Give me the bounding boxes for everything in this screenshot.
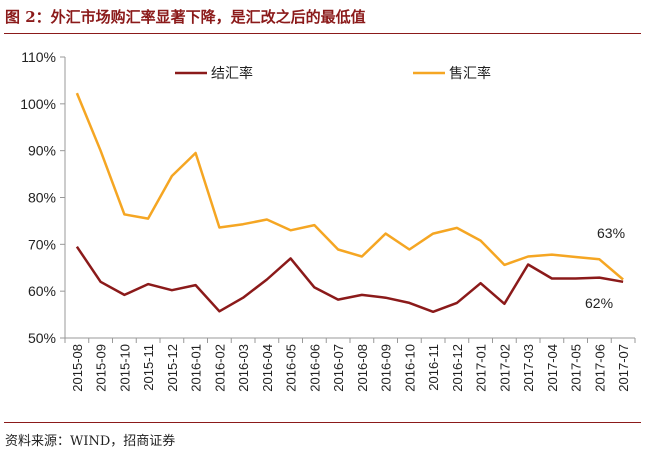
legend-label: 售汇率 (449, 65, 491, 81)
x-tick-label: 2015-11 (141, 344, 156, 391)
x-tick-label: 2016-12 (450, 344, 465, 392)
x-tick-label: 2016-03 (236, 344, 251, 392)
x-tick-label: 2016-10 (402, 344, 417, 392)
x-tick-label: 2016-06 (307, 344, 322, 392)
y-tick-label: 110% (21, 49, 56, 65)
x-tick-label: 2017-07 (616, 344, 631, 392)
x-tick-label: 2015-09 (94, 344, 109, 392)
x-tick-label: 2015-12 (165, 344, 180, 392)
source-note: 资料来源：WIND，招商证券 (5, 434, 176, 449)
x-tick-label: 2015-08 (70, 344, 85, 392)
x-tick-label: 2017-05 (569, 344, 584, 392)
y-tick-label: 50% (28, 330, 56, 346)
x-tick-label: 2016-11 (426, 344, 441, 391)
x-tick-label: 2017-04 (545, 344, 560, 392)
y-tick-label: 80% (28, 190, 56, 206)
x-tick-label: 2016-08 (355, 344, 370, 392)
end-value-annotation: 63% (597, 225, 625, 241)
title-divider (4, 33, 641, 34)
source-divider (4, 422, 641, 423)
x-tick-label: 2016-05 (284, 344, 299, 392)
x-tick-label: 2016-09 (379, 344, 394, 392)
x-tick-label: 2016-01 (189, 344, 204, 392)
end-value-annotation: 62% (585, 295, 613, 311)
x-tick-label: 2017-03 (521, 344, 536, 392)
y-tick-label: 70% (28, 236, 56, 252)
x-tick-label: 2016-04 (260, 344, 275, 392)
x-tick-label: 2015-10 (117, 344, 132, 392)
settlement-rate-line (75, 246, 624, 314)
x-tick-label: 2016-07 (331, 344, 346, 392)
line-chart: 50% 60% 70% 80% 90% 100% 110% 2015-08 2015-09 201… (20, 49, 636, 392)
sale-rate-line (75, 92, 624, 281)
chart-title: 图 2：外汇市场购汇率显著下降，是汇改之后的最低值 (5, 8, 366, 26)
x-tick-label: 2017-01 (474, 344, 489, 392)
x-tick-label: 2017-02 (497, 344, 512, 392)
y-tick-label: 60% (28, 283, 56, 299)
y-tick-label: 90% (28, 143, 56, 159)
legend-label: 结汇率 (211, 65, 253, 81)
x-tick-label: 2017-06 (592, 344, 607, 392)
x-tick-label: 2016-02 (212, 344, 227, 392)
y-tick-label: 100% (20, 96, 56, 112)
